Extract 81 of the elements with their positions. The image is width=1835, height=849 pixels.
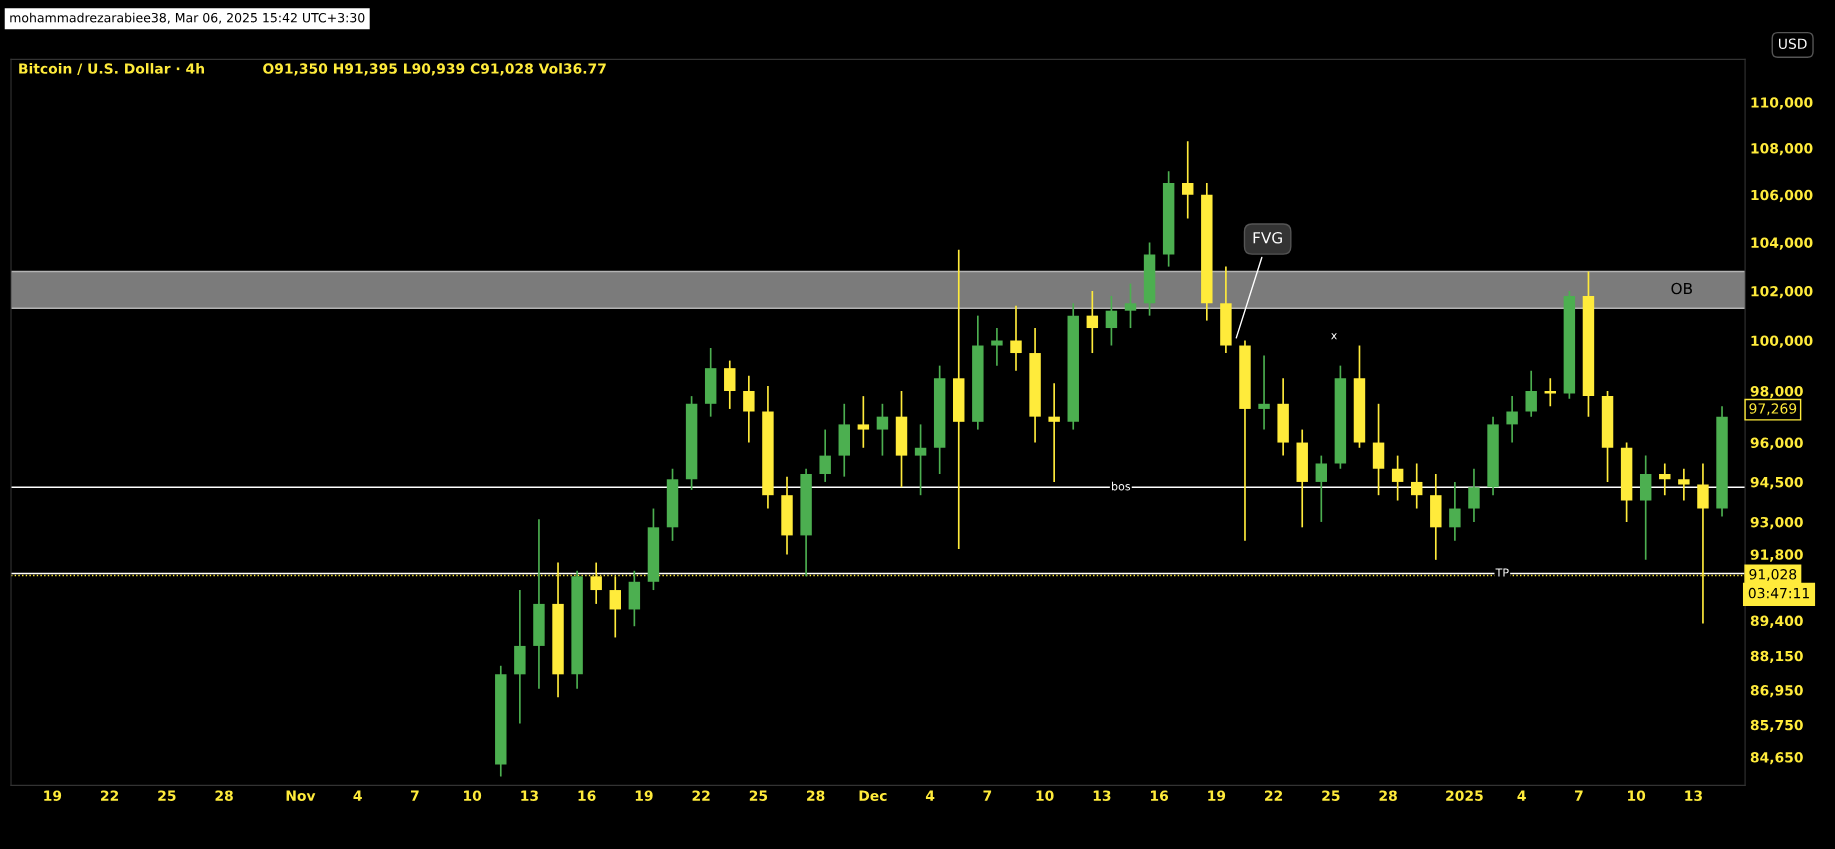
x-tick-label: 28 (807, 790, 825, 801)
y-tick-label: 84,650 (1750, 752, 1803, 765)
x-tick-label: Dec (859, 790, 887, 801)
y-tick-label: 88,150 (1750, 650, 1803, 664)
y-tick-label: 86,950 (1750, 685, 1803, 698)
x-tick-label: 22 (1265, 790, 1283, 801)
x-tick-label: 10 (1036, 790, 1054, 801)
x-tick-label: 7 (411, 790, 419, 801)
y-tick-label: 94,500 (1750, 476, 1803, 490)
candlestick (1182, 140, 1194, 220)
y-tick-label: 85,750 (1750, 719, 1803, 733)
text: mohammadrezarabiee38, Mar 06, 2025 15:42 UTC+3:30 (10, 12, 365, 24)
x-tick-label: 28 (215, 790, 233, 801)
text: 03:47:11 (1748, 587, 1809, 599)
candlestick (1506, 395, 1518, 444)
y-tick-label: 110,000 (1751, 97, 1813, 110)
x-tick-label: 19 (1208, 790, 1226, 801)
ref-line-label: bos (1112, 481, 1131, 491)
candlestick (1678, 467, 1690, 502)
x-tick-label: 25 (1322, 790, 1340, 801)
candlestick (1659, 462, 1671, 497)
x-tick-label: 19 (635, 790, 653, 801)
candlestick (743, 374, 755, 444)
y-tick-label: 108,000 (1751, 143, 1813, 156)
y-tick-label: 96,000 (1750, 437, 1803, 450)
band-label: OB (1671, 282, 1692, 295)
x-tick-label: 4 (1517, 790, 1526, 801)
x-tick-label: 28 (1379, 790, 1397, 801)
x-tick-label: 19 (44, 790, 62, 801)
x-tick-label: 10 (464, 790, 482, 801)
y-tick-label: 102,000 (1751, 285, 1813, 299)
x-tick-label: 13 (1093, 790, 1111, 801)
y-tick-label: 106,000 (1751, 189, 1813, 203)
candlestick (1391, 454, 1404, 502)
candlestick (857, 395, 870, 449)
y-tick-label: 98,000 (1750, 385, 1803, 399)
x-tick-label: 22 (101, 790, 119, 801)
y-tick-label: 104,000 (1751, 237, 1813, 250)
chart-title: Bitcoin / U.S. Dollar · 4h (19, 63, 204, 75)
candlestick (1010, 304, 1022, 372)
candlestick (1124, 282, 1137, 329)
x-tick-label: 2025 (1446, 790, 1483, 801)
x-tick-label: 25 (749, 790, 768, 801)
x-tick-label: 4 (925, 790, 935, 801)
candlestick (819, 428, 831, 483)
x-tick-label: 22 (692, 790, 710, 801)
y-tick-label: 89,400 (1750, 615, 1803, 628)
candlestick (1315, 454, 1328, 523)
x-tick-label: 16 (1151, 790, 1169, 801)
x-tick-label: 7 (983, 790, 992, 801)
x-tick-label: 4 (353, 790, 362, 801)
candlestick (1048, 382, 1060, 483)
y-tick-label: 93,000 (1750, 516, 1803, 530)
x-tick-label: 7 (1575, 790, 1583, 801)
candlestick (1258, 354, 1270, 431)
annotation: FVG (1253, 231, 1282, 244)
ref-line-label: TP (1495, 568, 1509, 577)
x-tick-label: 10 (1628, 790, 1646, 801)
candlestick (724, 359, 736, 410)
candlestick (1468, 467, 1480, 523)
x-tick-label: 13 (521, 790, 538, 801)
y-tick-label: 100,000 (1751, 335, 1813, 348)
candlestick (1410, 462, 1423, 510)
candlestick (991, 327, 1003, 367)
candlestick (1086, 290, 1099, 354)
candlestick (1525, 369, 1537, 418)
candlestick (914, 423, 927, 497)
annotation: 97,269 (1749, 403, 1797, 416)
annotation: x (1331, 333, 1337, 340)
candlestick (1449, 481, 1461, 542)
y-tick-label: 91,800 (1750, 549, 1803, 562)
x-tick-label: 25 (158, 790, 176, 801)
ref-line-label: 91,028 (1749, 569, 1797, 581)
x-tick-label: Nov (286, 790, 316, 801)
candlestick (1544, 377, 1557, 408)
x-tick-label: 16 (578, 790, 596, 801)
text: USD (1779, 38, 1807, 49)
candlestick (1105, 295, 1118, 347)
x-tick-label: 13 (1685, 790, 1702, 801)
candlestick (876, 402, 889, 457)
chart-subtitle: O91,350 H91,395 L90,939 C91,028 Vol36.77 (263, 63, 606, 76)
